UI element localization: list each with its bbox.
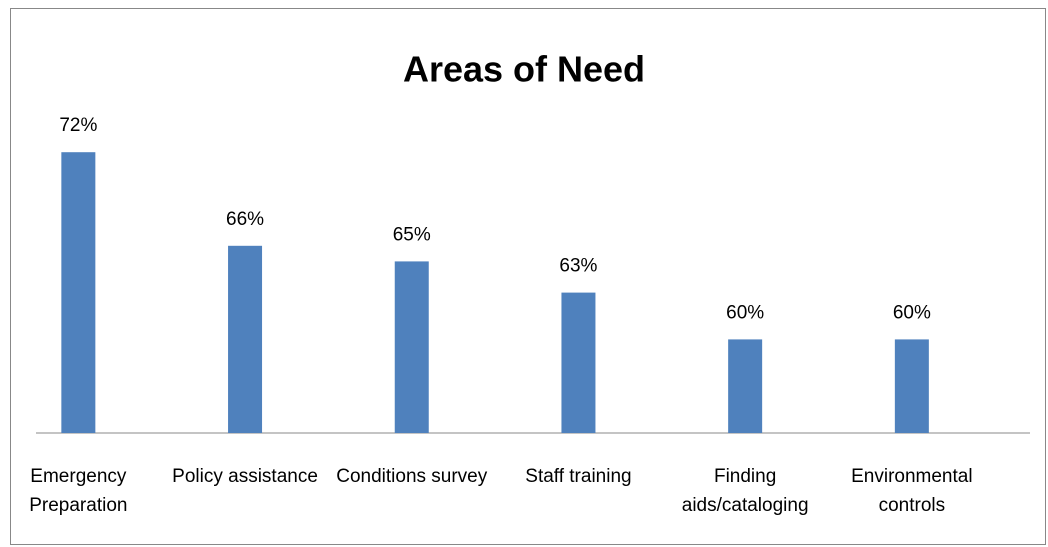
chart-title: Areas of Need: [403, 49, 645, 90]
x-tick-label: Finding aids/cataloging: [681, 466, 809, 516]
bar: [228, 245, 263, 433]
data-label: 60%: [893, 302, 931, 323]
x-tick-label: Policy assistance: [172, 466, 318, 487]
x-tick-label: Conditions survey: [336, 466, 488, 487]
data-label: 66%: [226, 209, 264, 230]
bar: [561, 292, 596, 433]
data-label: 63%: [559, 256, 597, 277]
chart-frame: [10, 8, 1046, 545]
data-label: 72%: [59, 115, 97, 136]
bar: [61, 152, 96, 433]
data-label: 65%: [393, 224, 431, 245]
data-label: 60%: [726, 302, 764, 323]
x-tick-label: Emergency Preparation: [29, 466, 128, 516]
x-tick-label: Environmental controls: [851, 466, 973, 516]
bar: [894, 339, 929, 433]
x-tick-label: Staff training: [525, 466, 632, 487]
bar: [394, 261, 429, 433]
bar: [728, 339, 763, 433]
